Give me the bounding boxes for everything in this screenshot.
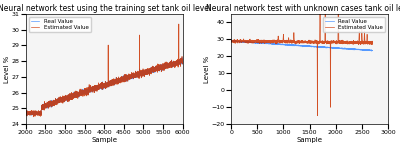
Real Value [333,47,338,49]
Real Value [276,44,280,45]
Real Value [46,102,50,104]
Real Value [229,40,234,41]
Estimated Value [24,111,28,113]
Real Value [369,50,374,52]
Title: Neural network test with unknown cases tank oil level: Neural network test with unknown cases t… [206,4,400,13]
Real Value [325,46,330,48]
Line: Real Value: Real Value [26,57,183,116]
Real Value [229,40,234,42]
Real Value [370,50,375,52]
Estimated Value [276,39,280,41]
Real Value [130,77,135,78]
Estimated Value [370,42,375,44]
Real Value [310,46,315,48]
Line: Estimated Value: Estimated Value [231,0,372,116]
Real Value [31,115,36,116]
Line: Estimated Value: Estimated Value [26,24,183,117]
Estimated Value [54,99,59,100]
Real Value [102,85,107,87]
Estimated Value [31,116,36,118]
Real Value [180,57,184,58]
X-axis label: Sample: Sample [296,137,322,143]
Estimated Value [370,42,374,43]
Estimated Value [130,77,135,78]
Estimated Value [180,60,185,62]
Legend: Real Value, Estimated Value: Real Value, Estimated Value [28,17,91,32]
Estimated Value [333,41,338,43]
Real Value [24,112,28,114]
Y-axis label: Level %: Level % [204,55,210,83]
Estimated Value [102,85,107,87]
Real Value [54,99,59,101]
Real Value [367,49,372,51]
Estimated Value [229,40,234,42]
Estimated Value [92,88,97,90]
Real Value [90,87,95,89]
Estimated Value [367,42,372,44]
Legend: Real Value, Estimated Value: Real Value, Estimated Value [323,17,385,32]
Estimated Value [310,41,315,43]
Real Value [92,87,97,89]
Estimated Value [325,42,330,44]
Line: Real Value: Real Value [231,41,372,51]
Title: Neural network test using the training set tank oil level: Neural network test using the training s… [0,4,211,13]
Real Value [370,50,374,51]
X-axis label: Sample: Sample [91,137,117,143]
Estimated Value [90,88,95,89]
Estimated Value [176,23,181,25]
Estimated Value [46,103,50,104]
Estimated Value [315,115,320,117]
Real Value [180,61,185,63]
Y-axis label: Level %: Level % [4,55,10,83]
